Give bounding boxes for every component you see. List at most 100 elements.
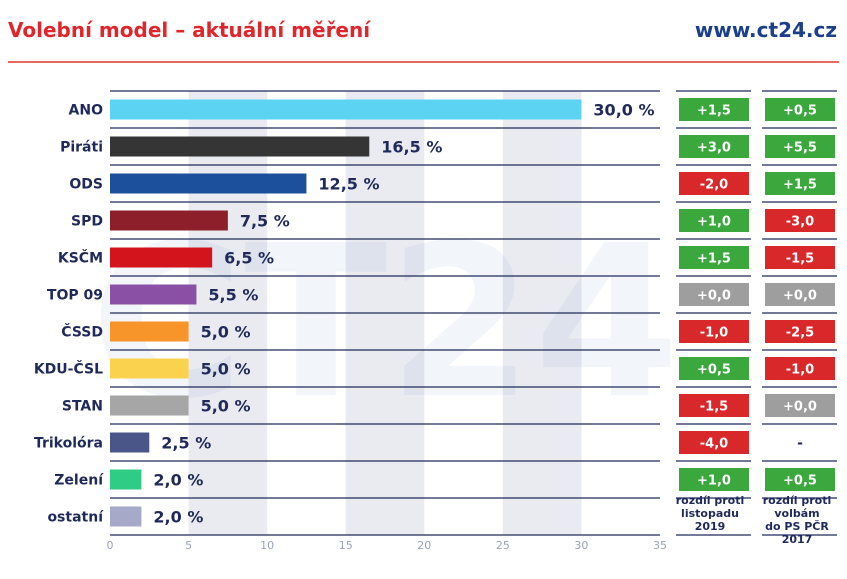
bar [110,321,189,342]
value-label: 5,0 % [201,360,251,379]
x-tick-label: 35 [653,539,667,552]
x-tick-label: 25 [496,539,510,552]
bar [110,358,189,379]
value-label: 16,5 % [381,138,442,157]
change-badge-value: -4,0 [700,437,728,452]
change-badge [765,172,835,195]
change-column-label-election: rozdíl proti volbám do PS PČR 2017 [757,494,837,546]
change-badge [765,209,835,232]
change-badge [765,357,835,380]
change-badge-value: +1,5 [697,252,731,267]
category-label: ČSSD [61,323,103,341]
category-label: KDU-ČSL [34,360,103,378]
change-column-label-line: do PS PČR [765,520,829,533]
bar [110,136,370,157]
change-badge-value: +1,5 [697,104,731,119]
change-badge-value: -1,0 [700,326,728,341]
change-badge [679,246,749,269]
bar [110,469,142,490]
x-tick-label: 5 [185,539,192,552]
change-badge [679,135,749,158]
bar [110,247,213,268]
change-badge-value: -2,5 [786,326,814,341]
change-badge [679,172,749,195]
category-label: STAN [62,399,103,415]
change-badge [679,394,749,417]
category-label: Trikolóra [34,436,103,452]
change-badge-value: -3,0 [786,215,814,230]
bar [110,284,197,305]
x-tick-label: 0 [107,539,114,552]
category-label: ostatní [47,510,104,526]
value-label: 7,5 % [240,212,290,231]
category-label: Zelení [54,473,104,489]
bar [110,210,228,231]
change-badge [765,135,835,158]
change-badge-value: +0,0 [783,400,817,415]
change-badge [765,283,835,306]
header-divider [8,61,839,63]
category-label: ODS [69,177,103,193]
change-column-label-line: 2019 [694,520,726,533]
change-column-label-line: rozdíl proti [675,494,745,507]
change-badge-value: +3,0 [697,141,731,156]
category-label: Piráti [60,140,103,156]
change-badge [679,209,749,232]
bar [110,432,150,453]
change-badge-value: +0,5 [697,363,731,378]
value-label: 5,0 % [201,323,251,342]
change-badge [679,357,749,380]
value-label: 30,0 % [593,101,654,120]
change-badge-value: -1,5 [786,252,814,267]
value-label: 2,5 % [161,434,211,453]
change-column-label-line: rozdíl proti [762,494,832,507]
bar [110,173,307,194]
site-url[interactable]: www.ct24.cz [694,18,837,42]
category-label: SPD [71,214,103,230]
change-badge-value: -1,0 [786,363,814,378]
x-tick-label: 30 [574,539,588,552]
change-dash: - [797,436,803,452]
change-badge-value: +5,5 [783,141,817,156]
chart-title: Volební model – aktuální měření [8,18,371,42]
value-label: 6,5 % [224,249,274,268]
change-column-label-line: volbám [774,507,820,520]
category-label: TOP 09 [47,288,103,304]
change-badge-value: +0,0 [783,289,817,304]
change-badge-value: +1,0 [697,474,731,489]
category-label: KSČM [58,249,103,267]
change-badge [765,394,835,417]
value-label: 2,0 % [153,508,203,527]
bar [110,99,582,120]
value-label: 12,5 % [318,175,379,194]
x-tick-label: 15 [339,539,353,552]
change-badge [765,468,835,491]
change-badge [765,246,835,269]
value-label: 2,0 % [153,471,203,490]
change-badge-value: +0,5 [783,474,817,489]
value-label: 5,5 % [208,286,258,305]
change-badge [679,98,749,121]
change-badge [765,320,835,343]
bar [110,506,142,527]
change-badge [679,283,749,306]
x-tick-label: 20 [417,539,431,552]
change-badge [679,320,749,343]
x-tick-label: 10 [260,539,274,552]
change-column-label-november: rozdíl proti listopadu 2019 [670,494,750,533]
bar [110,395,189,416]
change-badge-value: +0,0 [697,289,731,304]
change-column-label-line: listopadu [681,507,739,520]
change-badge [765,98,835,121]
change-badge-value: -2,0 [700,178,728,193]
change-badge-value: -1,5 [700,400,728,415]
change-badge [679,431,749,454]
change-column-label-line: 2017 [781,533,813,546]
change-badge [679,468,749,491]
change-badge-value: +0,5 [783,104,817,119]
change-badge-value: +1,0 [697,215,731,230]
change-badge-value: +1,5 [783,178,817,193]
category-label: ANO [69,103,104,119]
value-label: 5,0 % [201,397,251,416]
